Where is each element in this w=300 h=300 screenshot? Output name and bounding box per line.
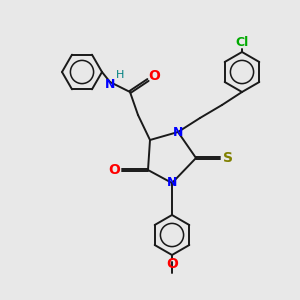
Text: N: N [167,176,177,190]
Text: S: S [223,151,233,165]
Text: N: N [105,77,115,91]
Text: O: O [148,69,160,83]
Text: H: H [116,70,124,80]
Text: O: O [108,163,120,177]
Text: Cl: Cl [236,35,249,49]
Text: N: N [173,125,183,139]
Text: O: O [166,257,178,271]
